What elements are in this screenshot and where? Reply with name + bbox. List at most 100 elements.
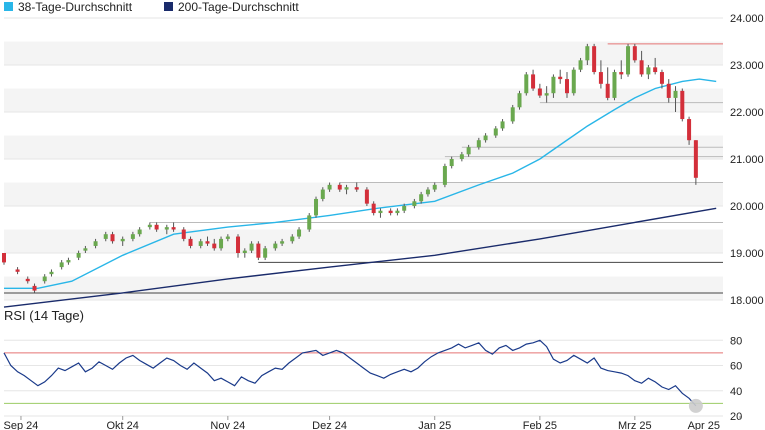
candle-body [564, 79, 569, 94]
candle-body [327, 184, 332, 190]
candle [510, 104, 515, 124]
candle-body [25, 278, 30, 282]
candle [673, 86, 678, 112]
candle [219, 236, 224, 251]
candle-body [76, 253, 81, 258]
candle-body [314, 198, 319, 216]
candle-body [93, 241, 98, 246]
candle-body [592, 46, 597, 73]
price-band [4, 41, 723, 65]
candle-body [537, 88, 542, 96]
candle-body [544, 93, 549, 96]
candle [42, 274, 47, 284]
candle-body [632, 46, 637, 61]
candle-body [225, 236, 230, 239]
price-tick-label: 18.000 [730, 295, 764, 307]
candle [632, 43, 637, 63]
candle [466, 144, 471, 157]
candle [249, 241, 254, 253]
candle-body [364, 189, 369, 204]
candle [483, 133, 488, 143]
candlesticks [2, 43, 698, 293]
candle-body [290, 236, 295, 242]
candle [517, 90, 522, 110]
candle-body [120, 238, 125, 242]
rsi-tick-label: 80 [730, 335, 742, 347]
ma200-line [3, 207, 717, 308]
candle-body [598, 72, 603, 84]
legend: 38-Tage-Durchschnitt 200-Tage-Durchschni… [4, 0, 299, 14]
candle-body [432, 184, 437, 190]
legend-swatch-200 [164, 2, 173, 11]
candle [585, 43, 590, 65]
candle-body [130, 234, 135, 239]
candle [280, 238, 285, 246]
candle [687, 116, 692, 145]
candle [242, 248, 247, 258]
candle [66, 257, 71, 265]
candle [171, 222, 176, 232]
x-tick-label: Nov 24 [210, 420, 245, 430]
candle [364, 187, 369, 206]
candle-body [378, 210, 383, 214]
candle [500, 119, 505, 131]
candle [327, 182, 332, 192]
candle [442, 163, 447, 188]
candle-body [83, 248, 88, 251]
candle [32, 283, 37, 293]
candle-body [273, 243, 278, 249]
candle [653, 57, 658, 75]
candle-body [585, 46, 590, 61]
candle [181, 227, 186, 242]
candle-body [483, 135, 488, 141]
candle [551, 74, 556, 98]
candle [531, 69, 536, 91]
candle-body [236, 236, 241, 253]
candle [571, 67, 576, 96]
candle-body [42, 276, 47, 282]
candle-body [605, 83, 610, 98]
price-bands [4, 41, 723, 300]
candle [578, 57, 583, 73]
candle [307, 213, 312, 232]
candle [459, 151, 464, 162]
price-band [4, 88, 723, 112]
candle-body [693, 140, 698, 178]
candle [137, 227, 142, 237]
candle [236, 234, 241, 258]
x-tick-label: Dez 24 [312, 420, 347, 430]
price-tick-label: 22.000 [730, 107, 764, 119]
candle-body [493, 128, 498, 136]
candle-body [337, 184, 342, 190]
candle [612, 69, 617, 101]
candle-body [188, 238, 193, 246]
candle-body [687, 119, 692, 141]
candle-body [639, 60, 644, 75]
candle [395, 208, 400, 216]
candle-body [15, 269, 20, 272]
candle-body [419, 194, 424, 202]
candle [15, 267, 20, 275]
candle-body [154, 224, 159, 230]
candle [537, 83, 542, 98]
rsi-polyline [3, 339, 697, 407]
rsi-tick-label: 20 [730, 411, 742, 423]
candle-body [510, 107, 515, 122]
candle-body [354, 187, 359, 190]
ma38-line [4, 78, 717, 289]
candle [354, 182, 359, 192]
candle [256, 241, 261, 261]
price-tick-label: 21.000 [730, 154, 764, 166]
legend-label-200: 200-Tage-Durchschnitt [178, 0, 299, 14]
candle-body [517, 93, 522, 108]
rsi-tick-label: 60 [730, 361, 742, 373]
candle [419, 191, 424, 204]
candle-body [103, 234, 108, 239]
rsi-grid [4, 339, 723, 417]
candle [432, 182, 437, 192]
candle-body [578, 60, 583, 70]
candle [524, 72, 529, 96]
price-band [4, 182, 723, 206]
candle-body [212, 243, 217, 249]
